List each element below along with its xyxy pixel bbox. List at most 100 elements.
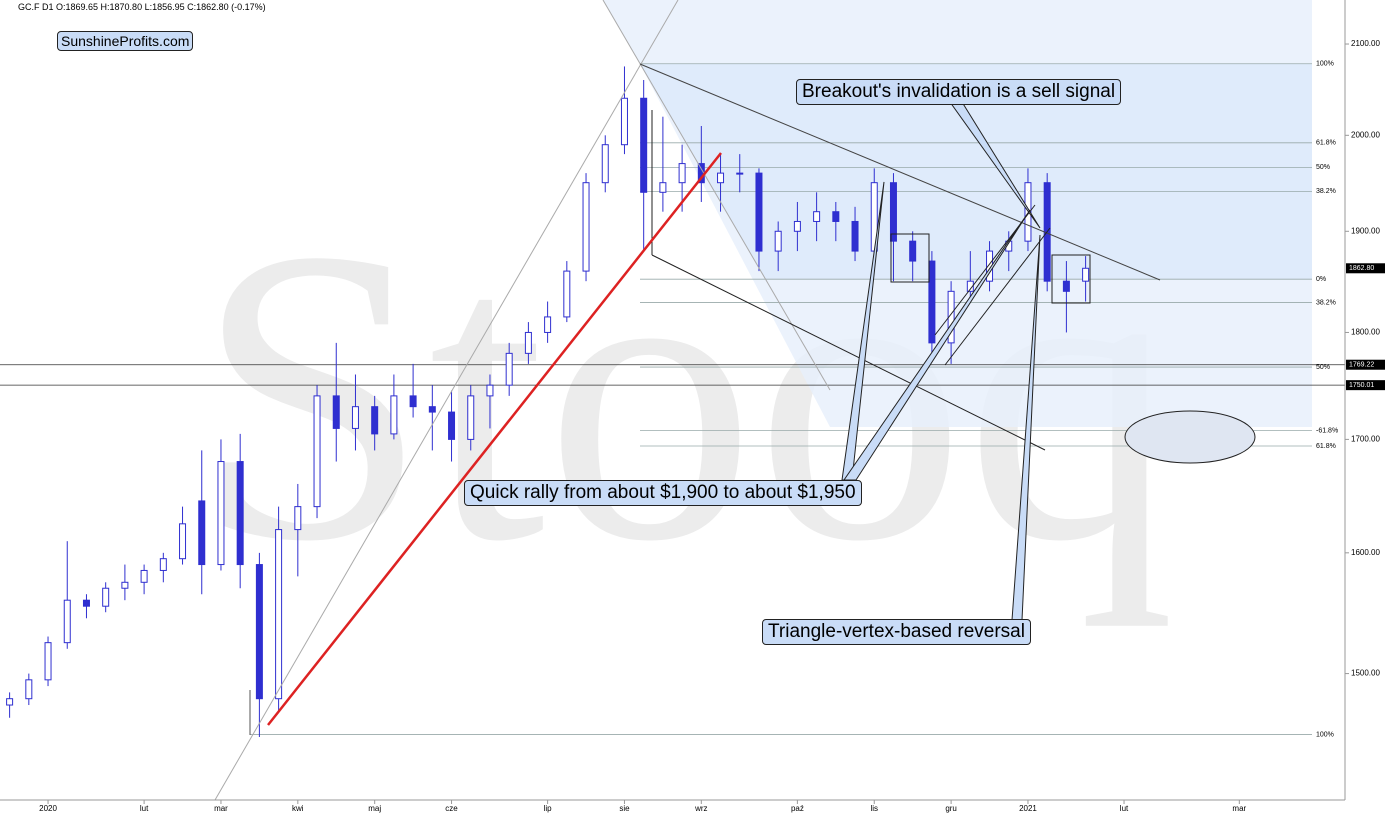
x-tick-label: lis	[870, 804, 878, 813]
candle-body	[1062, 280, 1070, 292]
candle-body	[448, 411, 456, 440]
candle-body	[851, 220, 859, 252]
fib-label: 38.2%	[1316, 299, 1336, 306]
candle-body	[371, 406, 379, 435]
price-tag-label: 1862.80	[1349, 265, 1374, 272]
candle-body	[793, 220, 801, 232]
x-tick-label: kwi	[292, 804, 304, 813]
fib-label: 50%	[1316, 364, 1330, 371]
candle-body	[966, 280, 974, 292]
x-tick-label: 2020	[39, 804, 57, 813]
x-tick-label: mar	[214, 804, 228, 813]
candle-body	[25, 679, 33, 700]
candle-body	[947, 290, 955, 344]
pattern-box	[1051, 254, 1091, 304]
candle-body	[909, 240, 917, 262]
candle-body	[659, 182, 667, 193]
candle-body	[82, 599, 90, 607]
candle-body	[236, 461, 244, 566]
price-tag	[1346, 263, 1385, 274]
y-tick-label: 1500.00	[1351, 669, 1380, 678]
candle-body	[390, 395, 398, 435]
candle-body	[409, 395, 417, 408]
fib-label: 61.8%	[1316, 443, 1336, 450]
fan-line	[214, 0, 679, 801]
target-ellipse	[1124, 410, 1256, 464]
x-tick-label: maj	[368, 804, 381, 813]
candle-body	[467, 395, 475, 440]
channel-line	[944, 227, 1051, 366]
y-tick-label: 2100.00	[1351, 39, 1380, 48]
candle-body	[140, 569, 148, 583]
candle-body	[63, 599, 71, 644]
trend-line	[651, 254, 1046, 451]
candle-body	[255, 564, 263, 700]
candle-body	[198, 500, 206, 566]
candle-body	[313, 395, 321, 508]
fib-label: 100%	[1316, 61, 1334, 68]
x-tick-label: 2021	[1019, 804, 1037, 813]
annotation: Triangle-vertex-based reversal	[762, 619, 1031, 645]
candle-body	[544, 316, 552, 333]
x-tick-label: sie	[619, 804, 630, 813]
candle-body	[486, 384, 494, 397]
candle-body	[928, 260, 936, 344]
candle-body	[428, 406, 436, 413]
candle-body	[678, 163, 686, 184]
annotation: Breakout's invalidation is a sell signal	[796, 79, 1122, 105]
fib-label: 50%	[1316, 164, 1330, 171]
trend-line	[639, 63, 1161, 281]
x-tick-label: gru	[945, 804, 957, 813]
candle-body	[6, 698, 14, 706]
candle-body	[102, 587, 110, 607]
fib-zone-inner	[640, 64, 1312, 279]
candle-body	[159, 558, 167, 571]
candle-body	[601, 144, 609, 184]
y-tick-label: 1700.00	[1351, 435, 1380, 444]
candle-body	[121, 581, 129, 589]
candle-body	[44, 642, 52, 681]
fib-label: 100%	[1316, 731, 1334, 738]
price-tag-label: 1750.01	[1349, 382, 1374, 389]
x-tick-label: paź	[791, 804, 804, 813]
candle-body	[774, 230, 782, 252]
x-tick-label: wrz	[694, 804, 707, 813]
fib-label: 0%	[1316, 276, 1326, 283]
y-tick-label: 2000.00	[1351, 130, 1380, 139]
x-tick-label: lut	[1120, 804, 1129, 813]
candle-body	[332, 395, 340, 429]
candle-body	[813, 211, 821, 222]
annotation: Quick rally from about $1,900 to about $…	[464, 480, 862, 506]
support-line	[267, 152, 722, 726]
drawings	[0, 0, 1346, 801]
candle-body	[755, 172, 763, 252]
y-tick-label: 1900.00	[1351, 226, 1380, 235]
candle-body	[275, 529, 283, 700]
fib-label: 38.2%	[1316, 188, 1336, 195]
candle-body	[563, 270, 571, 318]
price-tag	[1346, 380, 1385, 391]
candle-body	[1082, 267, 1090, 282]
header: GC.F D1 O:1869.65 H:1870.80 L:1856.95 C:…	[18, 2, 266, 12]
candle-body	[505, 352, 513, 386]
price-tag-label: 1769.22	[1349, 362, 1374, 369]
fib-label: -61.8%	[1316, 427, 1338, 434]
candle-body	[832, 211, 840, 222]
candle-body	[640, 97, 648, 193]
candle-body	[294, 506, 302, 531]
price-tag	[1346, 359, 1385, 370]
candle-body	[582, 182, 590, 272]
candle-body	[889, 182, 897, 242]
candle-body	[620, 97, 628, 146]
candle-body	[524, 331, 532, 354]
candle-body	[736, 172, 744, 175]
pattern-box	[890, 233, 930, 283]
y-tick-label: 1800.00	[1351, 328, 1380, 337]
x-tick-label: mar	[1232, 804, 1246, 813]
y-tick-label: 1600.00	[1351, 548, 1380, 557]
x-tick-label: lut	[140, 804, 149, 813]
candle-body	[717, 172, 725, 184]
brand: SunshineProfits.com	[57, 31, 194, 51]
